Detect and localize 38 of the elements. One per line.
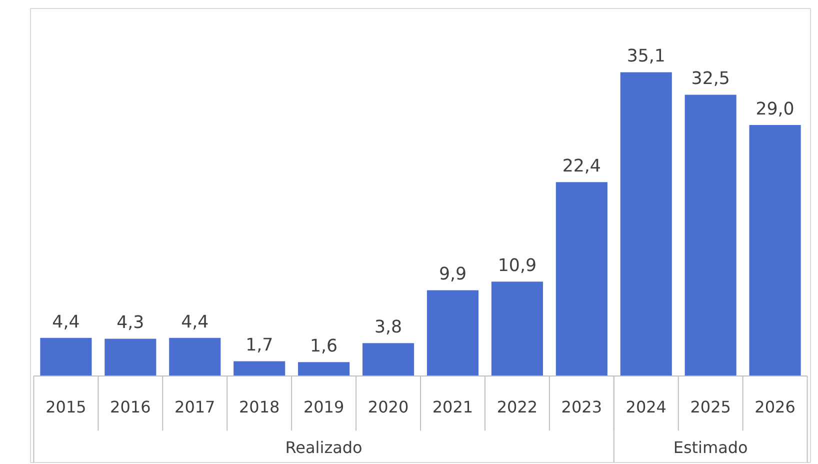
data-label: 10,9 — [498, 256, 536, 276]
bar — [104, 338, 156, 376]
data-label: 4,4 — [52, 312, 80, 332]
bar — [169, 338, 221, 376]
x-tick-label: 2021 — [432, 397, 474, 416]
x-tick-label: 2025 — [690, 397, 731, 416]
bar — [298, 362, 350, 376]
bar — [749, 125, 801, 376]
x-tick-label: 2020 — [368, 397, 409, 416]
bar — [491, 282, 543, 376]
data-label: 4,3 — [116, 313, 144, 334]
data-label: 4,4 — [181, 312, 209, 332]
bar — [556, 182, 608, 376]
x-tick-label: 2026 — [754, 397, 796, 416]
x-tick-label: 2019 — [303, 397, 344, 416]
data-label: 1,7 — [246, 336, 274, 356]
bar — [234, 361, 286, 376]
data-label: 35,1 — [626, 46, 666, 67]
text: Realizado — [285, 438, 362, 457]
data-label: 9,9 — [438, 264, 467, 285]
data-label: 22,4 — [562, 156, 601, 177]
x-tick-label: 2017 — [174, 397, 216, 416]
data-label: 1,6 — [310, 336, 338, 356]
bar — [426, 290, 479, 376]
x-tick-label: 2018 — [238, 397, 280, 416]
x-tick-label: 2022 — [496, 397, 538, 416]
x-tick-label: 2023 — [561, 397, 602, 416]
text: Estimado — [673, 438, 748, 457]
bar — [40, 338, 92, 376]
x-tick-label: 2015 — [46, 397, 86, 416]
bar — [684, 94, 736, 376]
bar — [362, 343, 414, 376]
data-label: 32,5 — [691, 69, 730, 90]
data-label: 29,0 — [756, 99, 794, 120]
bar — [620, 72, 672, 376]
data-label: 3,8 — [374, 317, 402, 338]
x-tick-label: 2024 — [626, 397, 666, 416]
x-tick-label: 2016 — [110, 397, 151, 416]
